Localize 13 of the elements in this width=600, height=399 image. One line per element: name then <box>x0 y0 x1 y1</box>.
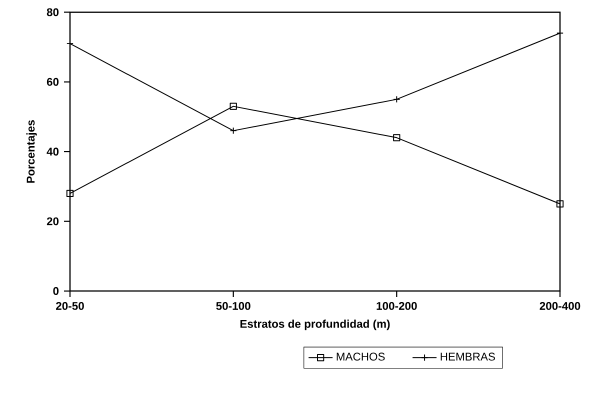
y-tick-label: 60 <box>46 78 59 86</box>
y-tick-label: 80 <box>46 8 59 16</box>
x-tick-label: 100-200 <box>376 302 417 310</box>
y-tick-label: 20 <box>46 217 59 226</box>
x-tick-label: 50-100 <box>216 302 250 310</box>
legend-label: MACHOS <box>336 352 385 361</box>
x-axis-title: Estratos de profundidad (m) <box>240 320 390 330</box>
legend-label: HEMBRAS <box>440 352 495 361</box>
y-axis-title: Porcentajes <box>26 120 37 183</box>
x-tick-label: 200-400 <box>540 302 580 310</box>
y-tick-label: 0 <box>53 287 59 295</box>
y-tick-label: 40 <box>46 148 59 156</box>
x-tick-label: 20-50 <box>56 302 84 310</box>
